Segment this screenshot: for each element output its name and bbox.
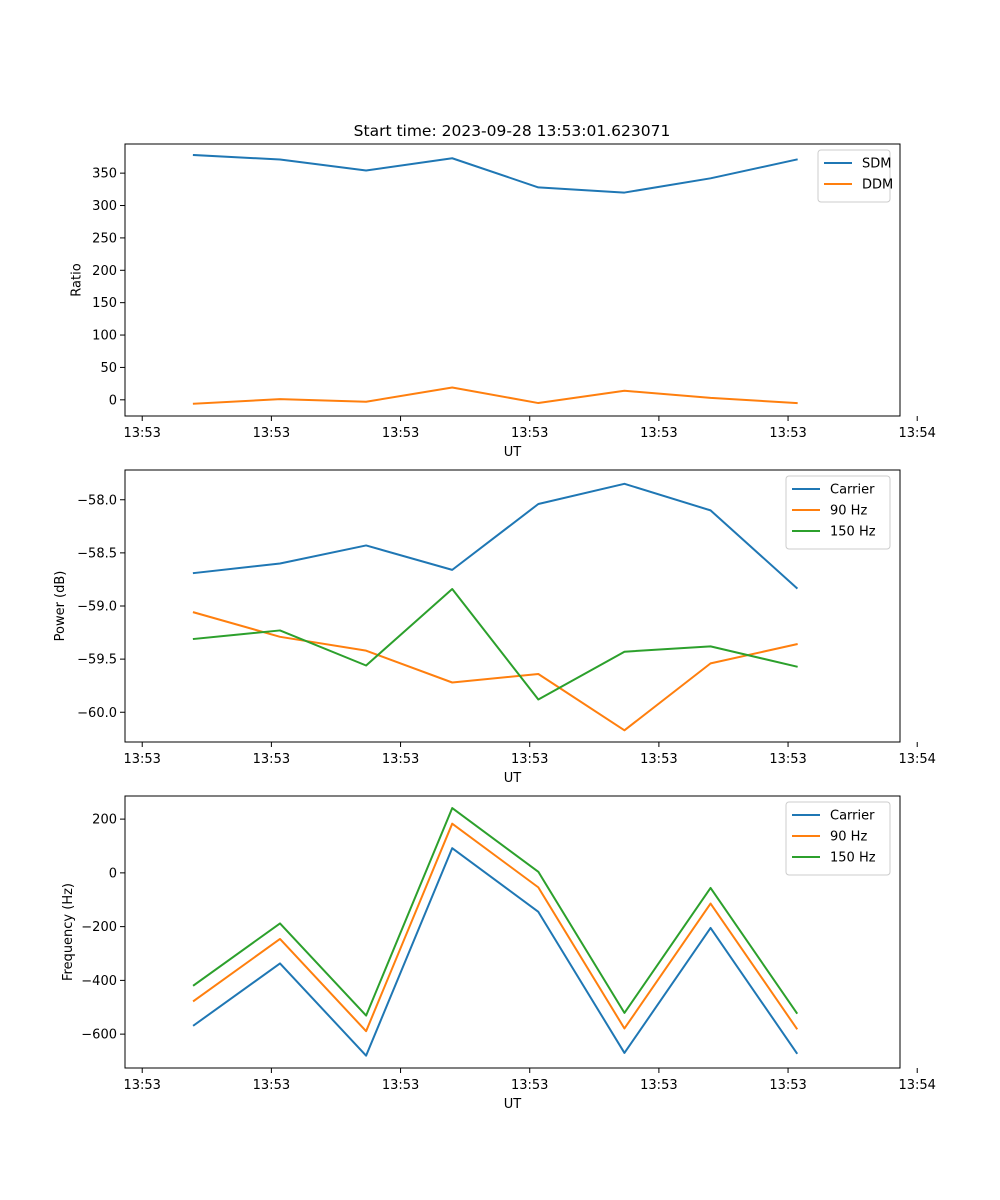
axes-frame	[124, 143, 901, 417]
y-tick-label: −60.0	[77, 706, 117, 721]
series-line-sdm	[192, 153, 798, 194]
y-axis-label: Frequency (Hz)	[61, 883, 76, 981]
y-tick-label: 350	[92, 167, 117, 182]
y-tick-label: −58.0	[77, 493, 117, 508]
x-tick-label: 13:53	[640, 1078, 677, 1093]
x-tick-label: 13:53	[123, 426, 160, 441]
y-axis-label: Ratio	[69, 263, 84, 296]
x-tick-label: 13:53	[123, 1078, 160, 1093]
x-axis-label: UT	[504, 1097, 522, 1112]
y-tick-label: 250	[92, 231, 117, 246]
x-tick-label: 13:53	[511, 752, 548, 767]
x-tick-label: 13:54	[898, 752, 935, 767]
x-tick-label: 13:53	[253, 1078, 290, 1093]
x-tick-label: 13:53	[253, 426, 290, 441]
y-tick-label: 0	[109, 393, 117, 408]
panel-1: 13:53 13:53 13:53 13:53 13:53 13:53 13:54 0 50 10…	[69, 143, 936, 460]
x-tick-label: 13:54	[898, 426, 935, 441]
y-tick-label: −59.5	[77, 653, 117, 668]
y-axis-label: Power (dB)	[53, 571, 68, 642]
legend: Carrier 90 Hz 150 Hz	[785, 475, 891, 550]
axes-frame	[124, 795, 901, 1069]
panel-2: 13:53 13:53 13:53 13:53 13:53 13:53 13:54 −58.0…	[53, 469, 936, 786]
y-tick-label: 100	[92, 329, 117, 344]
series-line-150-hz	[192, 807, 799, 1017]
panel-3: 13:53 13:53 13:53 13:53 13:53 13:53 13:54 200 0 −…	[61, 795, 936, 1112]
series-line-90-hz	[192, 611, 798, 732]
series-line-150-hz	[192, 588, 798, 701]
legend-entry: 150 Hz	[830, 851, 876, 866]
legend-entry: DDM	[862, 178, 893, 193]
y-tick-label: 150	[92, 296, 117, 311]
series-line-carrier	[192, 482, 799, 590]
series-line-ddm	[192, 386, 798, 405]
x-tick-label: 13:53	[123, 752, 160, 767]
x-tick-label: 13:53	[769, 752, 806, 767]
x-tick-label: 13:53	[382, 1078, 419, 1093]
y-tick-label: −400	[81, 974, 117, 989]
x-axis-label: UT	[504, 445, 522, 460]
x-tick-label: 13:53	[640, 426, 677, 441]
x-tick-label: 13:53	[769, 426, 806, 441]
series-line-carrier	[192, 847, 799, 1057]
y-tick-label: 50	[100, 361, 117, 376]
legend: SDM DDM	[817, 149, 893, 203]
x-tick-label: 13:53	[382, 426, 419, 441]
x-tick-label: 13:53	[253, 752, 290, 767]
legend-entry: 150 Hz	[830, 525, 876, 540]
y-tick-label: 0	[109, 866, 117, 881]
x-tick-label: 13:53	[382, 752, 419, 767]
chart-panels: 13:53 13:53 13:53 13:53 13:53 13:53 13:54 0 50 10…	[53, 143, 936, 1112]
series-line-90-hz	[192, 822, 799, 1033]
y-tick-label: −600	[81, 1028, 117, 1043]
legend-entry: Carrier	[830, 483, 875, 498]
legend: Carrier 90 Hz 150 Hz	[785, 801, 891, 876]
legend-entry: SDM	[862, 157, 891, 172]
x-tick-label: 13:53	[511, 1078, 548, 1093]
x-tick-label: 13:53	[511, 426, 548, 441]
y-tick-label: −58.5	[77, 546, 117, 561]
x-tick-label: 13:53	[640, 752, 677, 767]
legend-entry: 90 Hz	[830, 830, 867, 845]
x-tick-label: 13:53	[769, 1078, 806, 1093]
x-axis-label: UT	[504, 771, 522, 786]
legend-entry: Carrier	[830, 809, 875, 824]
y-tick-label: 200	[92, 264, 117, 279]
y-tick-label: 200	[92, 813, 117, 828]
x-tick-label: 13:54	[898, 1078, 935, 1093]
legend-entry: 90 Hz	[830, 504, 867, 519]
y-tick-label: −200	[81, 920, 117, 935]
y-tick-label: −59.0	[77, 600, 117, 615]
y-tick-label: 300	[92, 199, 117, 214]
chart-title: Start time: 2023-09-28 13:53:01.623071	[354, 122, 671, 140]
